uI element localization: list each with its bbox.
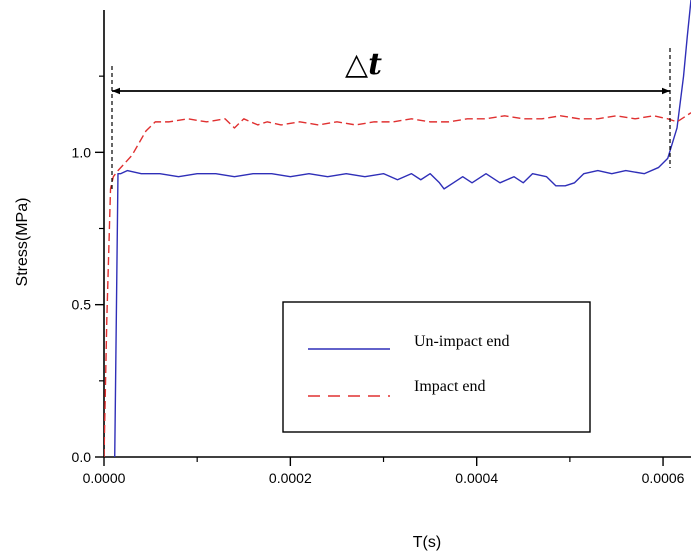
series-line-un-impact-end <box>114 0 691 457</box>
axis-ticks <box>95 75 664 466</box>
y-tick-label: 1.0 <box>72 144 92 160</box>
x-tick-label: 0.0002 <box>269 470 312 486</box>
legend: Un-impact end Impact end <box>282 301 591 433</box>
legend-box <box>282 301 591 433</box>
y-axis-title: Stress(MPa) <box>14 198 31 287</box>
legend-label-impact-end: Impact end <box>414 378 486 395</box>
delta-t-label: △t <box>345 47 382 82</box>
legend-label-un-impact-end: Un-impact end <box>414 333 510 350</box>
delta-t-variable: t <box>368 47 382 82</box>
x-axis-title: T(s) <box>413 534 441 551</box>
x-tick-label: 0.0000 <box>83 470 126 486</box>
x-tick-label: 0.0006 <box>642 470 685 486</box>
x-tick-label: 0.0004 <box>455 470 498 486</box>
delta-symbol: △ <box>345 47 368 82</box>
y-tick-label: 0.0 <box>72 449 92 465</box>
delta-t-annotation: △t <box>111 47 671 190</box>
y-tick-label: 0.5 <box>72 297 92 313</box>
axis-tick-labels: 0.0000 0.0002 0.0004 0.0006 0.0 0.5 1.0 <box>72 144 685 486</box>
